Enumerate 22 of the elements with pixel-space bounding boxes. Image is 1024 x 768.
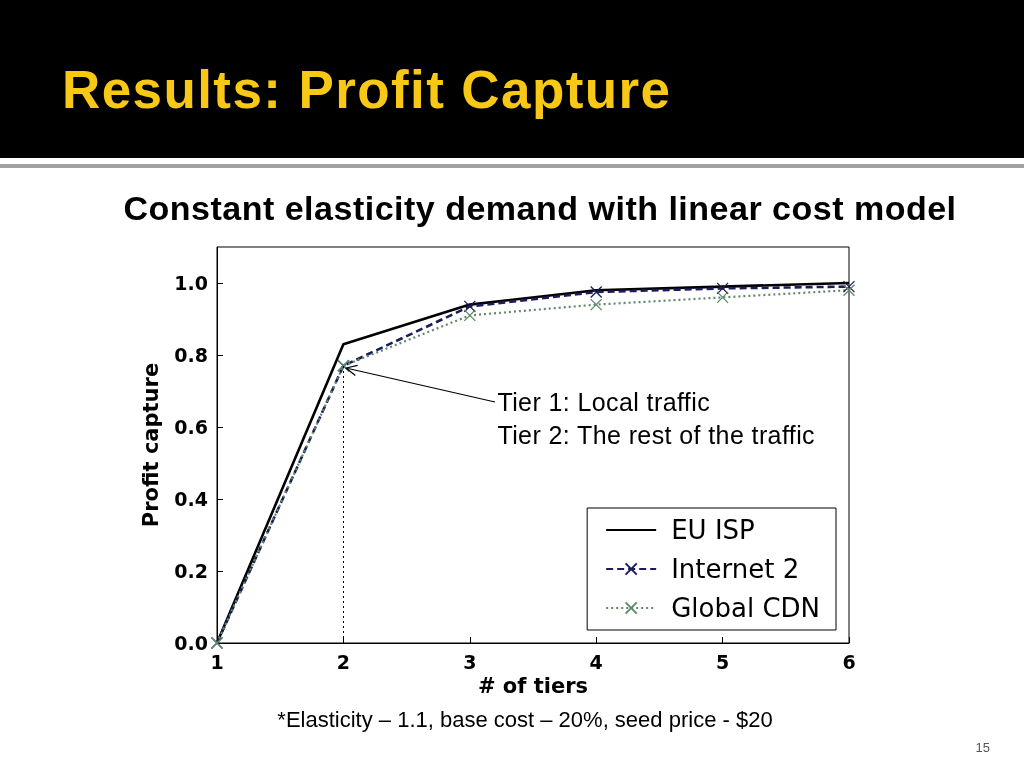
legend-label: Internet 2 bbox=[671, 554, 800, 584]
y-tick-label: 0.4 bbox=[174, 488, 208, 510]
x-tick-label: 3 bbox=[463, 650, 477, 673]
y-tick-label: 0.2 bbox=[174, 560, 208, 582]
legend-label: EU ISP bbox=[671, 515, 755, 545]
text: 15 bbox=[975, 740, 990, 755]
annotation: Tier 1: Local traffic Tier 2: The rest of the traffic bbox=[497, 386, 816, 451]
x-tick-label: 4 bbox=[589, 650, 603, 673]
chart-subtitle: Constant elasticity demand with linear cost model bbox=[123, 189, 957, 228]
x-tick-label: 6 bbox=[842, 650, 856, 673]
x-tick-label: 2 bbox=[336, 650, 351, 673]
x-tick-label: 5 bbox=[715, 650, 730, 673]
y-axis-title: Profit capture bbox=[138, 362, 163, 528]
legend-label: Global CDN bbox=[671, 593, 820, 623]
x-tick-label: 1 bbox=[210, 650, 224, 673]
y-tick-label: 0.6 bbox=[174, 416, 208, 438]
text: *Elasticity – 1.1, base cost – 20%, seed price - $20 bbox=[277, 707, 773, 733]
y-tick-label: 0.8 bbox=[174, 344, 208, 366]
chart-title: Results: Profit Capture bbox=[62, 59, 672, 120]
y-tick-label: 0.0 bbox=[174, 632, 208, 654]
y-tick-label: 1.0 bbox=[174, 272, 208, 294]
x-axis-title: # of tiers bbox=[477, 674, 589, 699]
